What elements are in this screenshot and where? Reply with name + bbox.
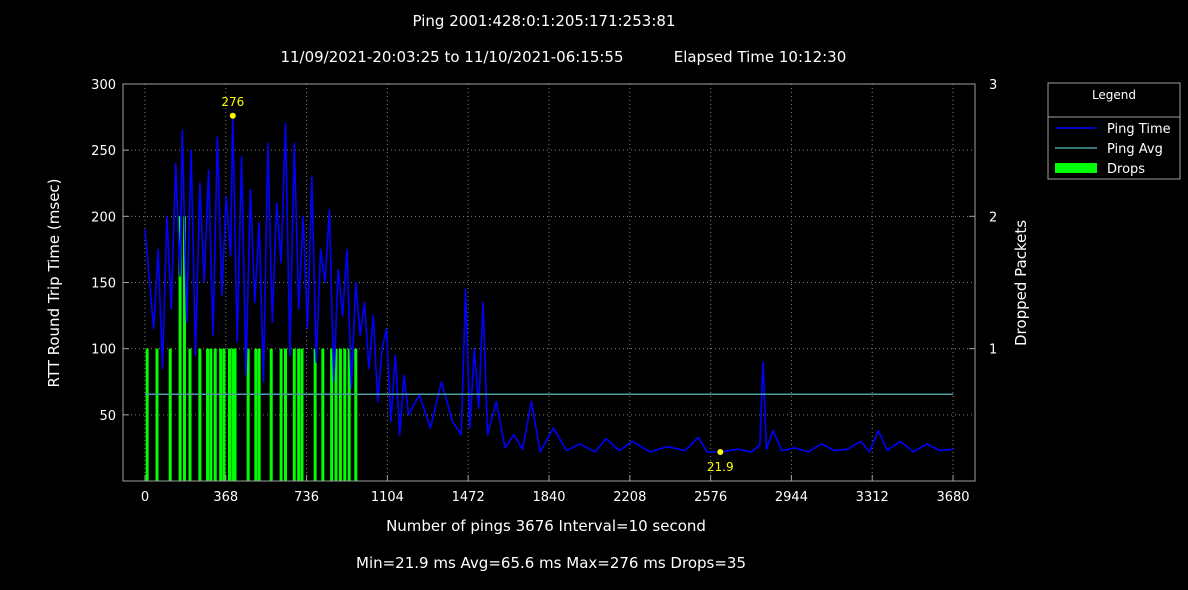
x-axis-ticks: 0 368 736 1104 1472 1840 2208 2576 2944 3312 3680 (141, 475, 970, 505)
x-tick-label: 3680 (936, 490, 969, 505)
drop-bar (354, 348, 358, 481)
annotation-point (717, 449, 724, 456)
y-axis-ticks: 50 100 150 200 250 300 (91, 78, 129, 424)
series-line-ping-time (144, 115, 954, 453)
x-tick-label: 1104 (371, 490, 404, 505)
y-tick-label: 200 (91, 210, 116, 225)
drop-bar (343, 348, 347, 481)
drops-bars (145, 216, 358, 482)
annotation-point (229, 112, 236, 119)
drop-bar (334, 348, 338, 481)
legend-label: Ping Avg (1107, 142, 1163, 157)
drop-bar (145, 348, 149, 481)
drop-bar (279, 348, 283, 481)
x-tick-label: 2944 (775, 490, 808, 505)
x-tick-label: 368 (213, 490, 238, 505)
x-tick-label: 2208 (613, 490, 646, 505)
grid (123, 84, 975, 481)
legend-label: Drops (1107, 162, 1145, 177)
drop-bar (254, 348, 258, 481)
x-tick-label: 1472 (452, 490, 485, 505)
y2-axis-ticks: 1 2 3 (969, 78, 997, 358)
drop-bar (188, 348, 192, 481)
y2-tick-label: 3 (989, 78, 997, 93)
drop-bar (269, 348, 273, 481)
drop-bar (206, 348, 210, 481)
y-tick-label: 300 (91, 78, 116, 93)
drop-bar (178, 216, 182, 482)
series-layer (144, 115, 954, 453)
annotations: 276 21.9 (221, 95, 733, 474)
x-tick-label: 736 (294, 490, 319, 505)
x-tick-label: 0 (141, 490, 149, 505)
legend-title: Legend (1092, 88, 1136, 102)
y2-tick-label: 2 (989, 210, 997, 225)
time-range: 11/09/2021-20:03:25 to 11/10/2021-06:15:… (280, 48, 623, 66)
elapsed-time: Elapsed Time 10:12:30 (674, 48, 847, 66)
drop-bar (321, 348, 325, 481)
drop-bar (155, 348, 159, 481)
legend: Legend Ping Time Ping Avg Drops (1047, 82, 1181, 180)
y-tick-label: 50 (99, 409, 116, 424)
y-tick-label: 250 (91, 144, 116, 159)
drop-bar (233, 348, 237, 481)
annotation-label: 276 (221, 95, 244, 109)
drop-bar (300, 348, 304, 481)
drop-bar (231, 348, 235, 481)
y-tick-label: 150 (91, 277, 116, 292)
drop-bar (313, 348, 317, 481)
drop-bar (209, 348, 213, 481)
drop-bar (292, 348, 296, 481)
stats-summary: Min=21.9 ms Avg=65.6 ms Max=276 ms Drops… (356, 554, 746, 572)
drop-bar (182, 216, 186, 482)
drop-bar (246, 348, 250, 481)
drop-bar (228, 348, 231, 481)
chart-title: Ping 2001:428:0:1:205:171:253:81 (413, 12, 676, 30)
drop-bar (219, 348, 223, 481)
x-axis-label: Number of pings 3676 Interval=10 second (386, 517, 706, 535)
y2-tick-label: 1 (989, 343, 997, 358)
drop-bar (297, 348, 301, 481)
drop-bar (257, 348, 261, 481)
drop-bar (338, 348, 342, 481)
annotation-label: 21.9 (707, 460, 734, 474)
y-axis-label: RTT Round Trip Time (msec) (45, 178, 63, 387)
y2-axis-label: Dropped Packets (1012, 220, 1030, 346)
x-tick-label: 1840 (532, 490, 565, 505)
x-tick-label: 2576 (694, 490, 727, 505)
drop-bar (330, 348, 334, 481)
drop-bar (198, 348, 202, 481)
legend-swatch (1055, 163, 1097, 173)
legend-box (1047, 82, 1181, 180)
drop-bar (283, 348, 287, 481)
y-tick-label: 100 (91, 343, 116, 358)
drop-bar (347, 348, 351, 481)
drop-bar (222, 348, 226, 481)
x-tick-label: 3312 (856, 490, 889, 505)
drop-bar (168, 348, 172, 481)
legend-label: Ping Time (1107, 122, 1171, 137)
legend-items: Ping Time Ping Avg Drops (1055, 122, 1171, 177)
drop-bar (213, 348, 217, 481)
